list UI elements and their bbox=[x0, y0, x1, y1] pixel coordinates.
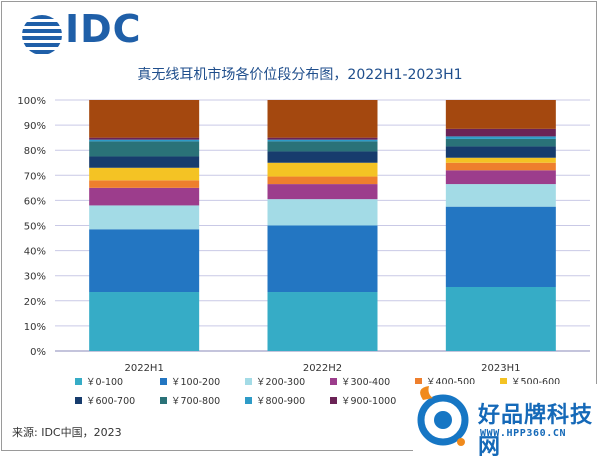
watermark-name: 好品牌科技网 bbox=[478, 403, 594, 460]
bar-segment bbox=[89, 139, 200, 142]
legend-swatch bbox=[330, 378, 337, 385]
bar-segment bbox=[89, 167, 200, 181]
x-tick-label: 2023H1 bbox=[481, 363, 520, 374]
bar-segment bbox=[89, 141, 200, 157]
y-tick-label: 40% bbox=[24, 247, 46, 258]
bar-segment bbox=[267, 151, 378, 163]
legend-label: ￥600-700 bbox=[86, 396, 135, 407]
bar-segment bbox=[267, 100, 378, 138]
figure-frame bbox=[1, 1, 597, 451]
bar-segment bbox=[445, 146, 556, 158]
legend-label: ￥200-300 bbox=[256, 377, 305, 388]
bar-segment bbox=[445, 138, 556, 147]
bar-segment bbox=[267, 139, 378, 142]
x-tick-label: 2022H1 bbox=[124, 363, 163, 374]
bar-segment bbox=[445, 184, 556, 207]
bar-segment bbox=[445, 128, 556, 137]
legend-label: ￥700-800 bbox=[171, 396, 220, 407]
bar-segment bbox=[89, 100, 200, 138]
bar-segment bbox=[267, 176, 378, 185]
x-tick-label: 2022H2 bbox=[303, 363, 342, 374]
watermark-logo bbox=[413, 384, 600, 454]
bar-segment bbox=[267, 162, 378, 177]
legend-label: ￥800-900 bbox=[256, 396, 305, 407]
legend-swatch bbox=[245, 378, 252, 385]
y-tick-label: 90% bbox=[24, 121, 46, 132]
bar-segment bbox=[267, 137, 378, 140]
bar-segment bbox=[445, 286, 556, 351]
legend-label: ￥900-1000 bbox=[341, 396, 396, 407]
bar-segment bbox=[445, 100, 556, 129]
bar-segment bbox=[445, 162, 556, 171]
bar-segment bbox=[267, 199, 378, 226]
y-tick-label: 0% bbox=[30, 347, 46, 358]
bars bbox=[89, 100, 556, 351]
legend-label: ￥400-500 bbox=[426, 377, 475, 388]
bar-segment bbox=[445, 170, 556, 185]
legend-swatch bbox=[415, 378, 422, 385]
y-tick-label: 100% bbox=[17, 96, 46, 107]
bar-segment bbox=[89, 205, 200, 230]
logo-text: IDC bbox=[65, 7, 142, 51]
source-note: 来源: IDC中国，2023 bbox=[12, 426, 122, 439]
y-tick-label: 80% bbox=[24, 146, 46, 157]
y-tick-label: 30% bbox=[24, 272, 46, 283]
y-tick-label: 60% bbox=[24, 196, 46, 207]
bar-segment bbox=[89, 156, 200, 168]
bar-segment bbox=[445, 206, 556, 287]
legend-label: ￥500-600 bbox=[511, 377, 560, 388]
bar-segment bbox=[89, 180, 200, 188]
legend-label: ￥100-200 bbox=[171, 377, 220, 388]
bar-segment bbox=[89, 292, 200, 351]
bar-segment bbox=[89, 187, 200, 206]
legend-swatch bbox=[160, 378, 167, 385]
legend-label: ￥0-100 bbox=[86, 377, 123, 388]
legend-swatch bbox=[245, 397, 252, 404]
chart-title: 真无线耳机市场各价位段分布图，2022H1-2023H1 bbox=[137, 67, 463, 83]
bar-segment bbox=[267, 292, 378, 351]
legend-label: ￥300-400 bbox=[341, 377, 390, 388]
bar-segment bbox=[445, 157, 556, 163]
y-axis-ticks: 0% 10% 20% 30% 40% 50% 60% 70% 80% 90% 100% bbox=[17, 96, 46, 358]
y-tick-label: 70% bbox=[24, 171, 46, 182]
legend-swatch bbox=[500, 378, 507, 385]
bar-segment bbox=[267, 225, 378, 293]
idc-logo bbox=[22, 15, 62, 54]
y-tick-label: 50% bbox=[24, 222, 46, 233]
y-tick-label: 20% bbox=[24, 297, 46, 308]
legend-swatch bbox=[160, 397, 167, 404]
legend-swatch bbox=[75, 378, 82, 385]
legend-swatch bbox=[75, 397, 82, 404]
legend-swatch bbox=[330, 397, 337, 404]
y-tick-label: 10% bbox=[24, 322, 46, 333]
bar-segment bbox=[267, 184, 378, 200]
bar-segment bbox=[89, 229, 200, 293]
bar-segment bbox=[445, 136, 556, 139]
x-axis-ticks: 2022H1 2022H2 2023H1 bbox=[124, 363, 520, 374]
watermark-url: WWW.HPP360.CN bbox=[480, 428, 567, 439]
bar-segment bbox=[267, 141, 378, 152]
bar-segment bbox=[89, 137, 200, 140]
